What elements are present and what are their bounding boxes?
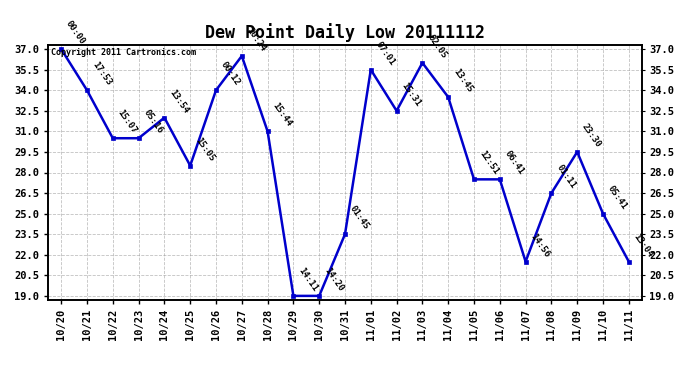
- Text: 00:12: 00:12: [219, 60, 242, 87]
- Text: 20:24: 20:24: [245, 26, 268, 53]
- Text: 13:04: 13:04: [632, 232, 655, 259]
- Text: 01:11: 01:11: [555, 163, 578, 190]
- Text: 05:41: 05:41: [606, 184, 629, 211]
- Text: 23:30: 23:30: [580, 122, 603, 149]
- Text: 06:41: 06:41: [503, 149, 526, 177]
- Text: 05:16: 05:16: [141, 108, 164, 135]
- Text: 17:53: 17:53: [90, 60, 113, 87]
- Text: 15:31: 15:31: [400, 81, 422, 108]
- Text: 07:01: 07:01: [374, 40, 397, 67]
- Text: 15:05: 15:05: [193, 136, 216, 163]
- Text: 13:54: 13:54: [168, 88, 190, 115]
- Title: Dew Point Daily Low 20111112: Dew Point Daily Low 20111112: [205, 23, 485, 42]
- Text: 14:20: 14:20: [322, 266, 345, 293]
- Text: 15:44: 15:44: [270, 102, 293, 129]
- Text: 15:07: 15:07: [116, 108, 139, 135]
- Text: 02:05: 02:05: [426, 33, 449, 60]
- Text: 14:56: 14:56: [529, 232, 551, 259]
- Text: 14:11: 14:11: [297, 266, 319, 293]
- Text: 13:45: 13:45: [451, 67, 474, 94]
- Text: 12:51: 12:51: [477, 149, 500, 177]
- Text: 00:00: 00:00: [64, 19, 87, 46]
- Text: Copyright 2011 Cartronics.com: Copyright 2011 Cartronics.com: [51, 48, 196, 57]
- Text: 01:45: 01:45: [348, 204, 371, 231]
